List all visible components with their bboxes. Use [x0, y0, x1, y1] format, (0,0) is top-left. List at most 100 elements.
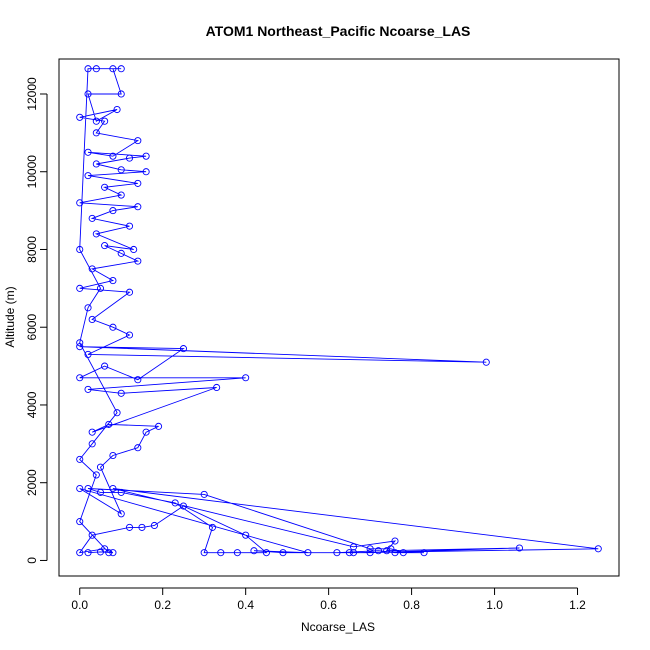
- data-point: [333, 549, 341, 557]
- data-point: [345, 549, 353, 557]
- data-point: [92, 160, 100, 168]
- x-tick-label: 1.0: [486, 598, 503, 612]
- data-point: [217, 549, 225, 557]
- data-point: [242, 531, 250, 539]
- data-point: [88, 214, 96, 222]
- data-point: [366, 549, 374, 557]
- data-point: [179, 345, 187, 353]
- data-point: [420, 549, 428, 557]
- data-point: [88, 265, 96, 273]
- data-point: [594, 545, 602, 553]
- data-point: [125, 154, 134, 162]
- data-point: [383, 547, 391, 555]
- plot-frame: [58, 58, 620, 577]
- x-axis: 0.0 0.2 0.4 0.6 0.8 1.0 1.2: [71, 587, 586, 612]
- data-point: [134, 376, 142, 384]
- data-point: [84, 385, 92, 393]
- data-point: [109, 484, 117, 493]
- data-point: [213, 383, 221, 392]
- data-point: [117, 166, 125, 174]
- data-point: [113, 409, 121, 417]
- data-point: [125, 288, 134, 296]
- data-point: [130, 245, 138, 254]
- data-point: [179, 502, 187, 510]
- data-point: [482, 358, 490, 366]
- data-point: [366, 545, 374, 553]
- data-point: [88, 315, 96, 323]
- data-point: [142, 428, 150, 436]
- data-point: [76, 518, 84, 526]
- data-point: [125, 523, 134, 531]
- data-point: [125, 222, 134, 230]
- data-point: [92, 471, 100, 479]
- data-point: [142, 168, 150, 176]
- data-point: [84, 65, 92, 73]
- y-tick-label: 10000: [25, 155, 39, 189]
- data-point: [233, 549, 241, 557]
- data-point: [76, 113, 84, 121]
- data-point: [391, 537, 399, 545]
- data-point: [84, 549, 92, 557]
- data-point: [171, 499, 179, 507]
- data-point: [150, 521, 158, 530]
- series-line: [78, 68, 599, 554]
- data-point: [391, 549, 399, 557]
- data-point: [76, 339, 84, 347]
- data-point: [125, 331, 134, 339]
- x-tick-label: 0.4: [237, 598, 254, 612]
- data-point: [88, 531, 96, 539]
- x-tick-label: 0.8: [403, 598, 420, 612]
- data-point: [117, 249, 125, 257]
- data-point: [76, 284, 84, 292]
- data-point: [109, 323, 117, 331]
- data-point: [92, 230, 100, 238]
- data-point: [88, 440, 96, 448]
- data-point: [101, 183, 109, 191]
- y-tick-label: 6000: [25, 314, 39, 341]
- data-point: [142, 152, 150, 160]
- data-point: [88, 428, 96, 436]
- data-point: [109, 65, 117, 73]
- data-point: [101, 362, 109, 370]
- data-point: [96, 463, 105, 471]
- data-point: [96, 488, 105, 496]
- data-point: [109, 207, 117, 215]
- data-point: [349, 549, 358, 557]
- y-axis: 0 2000 4000 6000 8000 10000 12000: [25, 77, 48, 564]
- x-tick-label: 0.0: [71, 598, 88, 612]
- data-point: [76, 343, 84, 351]
- y-tick-label: 2000: [25, 469, 39, 496]
- x-tick-label: 0.2: [154, 598, 171, 612]
- data-point: [200, 490, 208, 498]
- data-point: [76, 455, 84, 463]
- data-point: [84, 172, 92, 180]
- data-point: [262, 549, 270, 557]
- data-point: [134, 257, 142, 265]
- data-point: [387, 545, 395, 553]
- data-point: [117, 65, 125, 73]
- data-point: [242, 374, 250, 382]
- chart-title: ATOM1 Northeast_Pacific Ncoarse_LAS: [206, 23, 471, 39]
- data-point: [134, 137, 142, 145]
- data-point: [101, 545, 109, 553]
- x-tick-label: 0.6: [320, 598, 337, 612]
- data-point: [109, 549, 117, 557]
- data-point: [76, 245, 84, 254]
- y-tick-label: 8000: [25, 236, 39, 263]
- x-tick-label: 1.2: [569, 598, 586, 612]
- data-point: [92, 117, 100, 125]
- data-point: [117, 389, 125, 397]
- plot-area: [76, 65, 602, 557]
- data-point: [279, 549, 287, 557]
- data-point: [101, 242, 109, 250]
- data-point: [105, 420, 113, 428]
- data-point: [134, 179, 142, 187]
- data-point: [138, 523, 146, 531]
- data-point: [117, 488, 125, 496]
- y-tick-label: 4000: [25, 391, 39, 418]
- data-point: [92, 65, 100, 73]
- data-point: [250, 547, 258, 555]
- data-point: [117, 191, 125, 199]
- y-tick-label: 12000: [25, 77, 39, 111]
- data-point: [101, 117, 109, 125]
